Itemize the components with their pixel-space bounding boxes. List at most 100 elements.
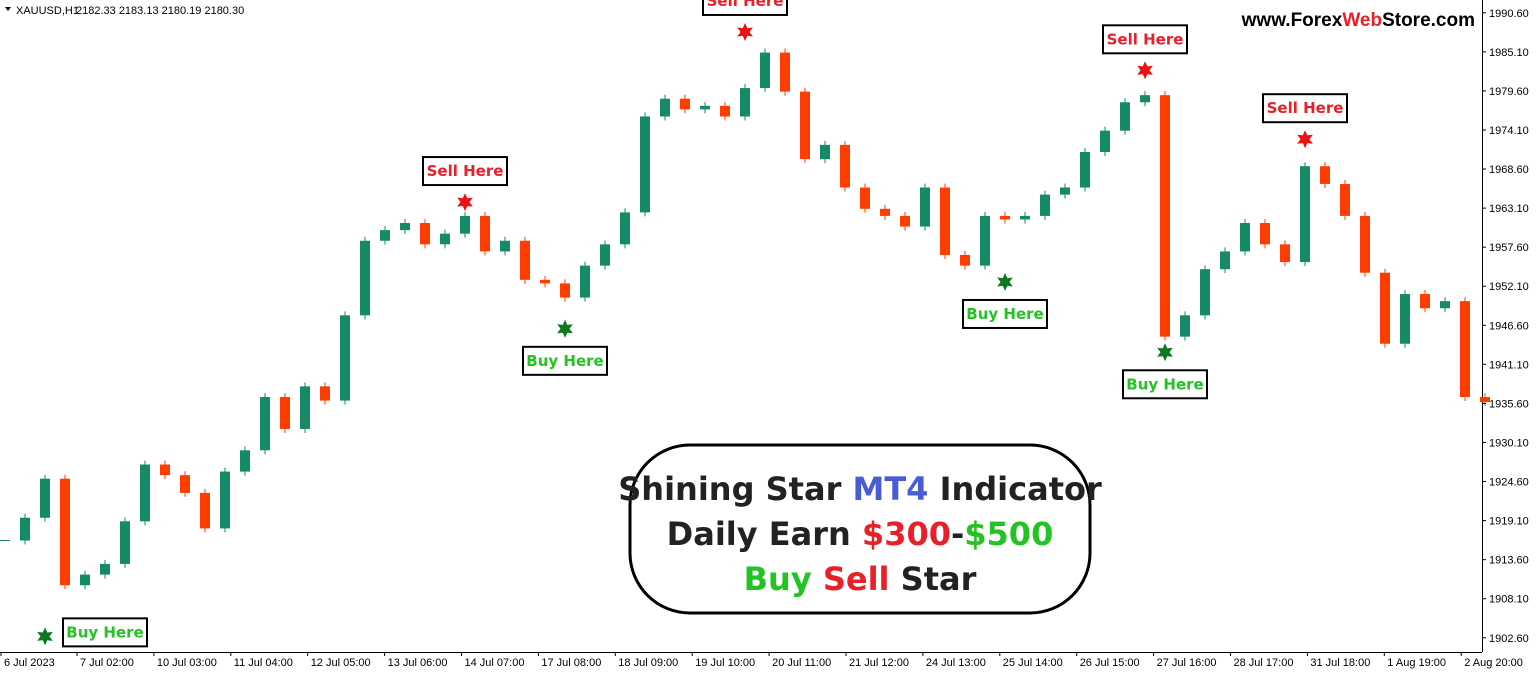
candle [60, 478, 70, 586]
x-tick-label: 1 Aug 19:00 [1387, 657, 1446, 669]
y-tick-label: 1979.60 [1489, 86, 1529, 98]
candle [920, 187, 930, 227]
candle [1400, 294, 1410, 344]
candle [1020, 215, 1030, 220]
signal-box [1102, 24, 1188, 55]
y-tick-label: 1946.60 [1489, 320, 1529, 332]
candle [960, 254, 970, 266]
y-tick-label: 1952.10 [1489, 281, 1529, 293]
headline: Shining Star MT4 Indicator Daily Earn $30… [618, 470, 1102, 598]
x-tick-label: 14 Jul 07:00 [465, 657, 525, 669]
candle [540, 279, 550, 284]
candle [700, 105, 710, 110]
candle [280, 397, 290, 429]
candle [840, 144, 850, 188]
menu-arrow[interactable] [5, 7, 11, 11]
headline-part: $500 [964, 515, 1053, 553]
signal-label: Buy Here [526, 352, 603, 370]
candle [800, 91, 810, 160]
candle [1160, 95, 1170, 337]
signal-box [422, 156, 508, 187]
candle [320, 386, 330, 401]
headline-part: Sell [823, 560, 890, 598]
x-tick-label: 2 Aug 20:00 [1464, 657, 1523, 669]
candle [220, 471, 230, 529]
candle [1320, 166, 1330, 184]
candle [1460, 301, 1470, 398]
candle [1040, 194, 1050, 216]
x-tick-label: 25 Jul 14:00 [1003, 657, 1063, 669]
signal-label: Sell Here [427, 162, 504, 180]
y-tick-label: 1985.10 [1489, 47, 1529, 59]
candle [620, 212, 630, 245]
candle [1240, 223, 1250, 252]
candle [1200, 269, 1210, 316]
candle [20, 517, 30, 541]
y-tick-label: 1908.10 [1489, 594, 1529, 606]
candle [120, 521, 130, 564]
y-tick-label: 1902.60 [1489, 633, 1529, 645]
candle [160, 464, 170, 476]
headline-line: Shining Star MT4 Indicator [618, 470, 1102, 508]
x-tick-label: 12 Jul 05:00 [311, 657, 371, 669]
signal-star [37, 627, 53, 646]
watermark-part: Store.com [1382, 10, 1475, 31]
candle [100, 563, 110, 575]
quote: 2182.33 2183.13 2180.19 2180.30 [76, 5, 244, 17]
candle [780, 52, 790, 92]
headline-line: Daily Earn $300-$500 [667, 515, 1054, 553]
candle [1140, 95, 1150, 103]
headline-part: MT4 [852, 470, 928, 508]
candle [340, 315, 350, 401]
headline-part: Star [890, 560, 977, 598]
candle [1280, 244, 1290, 263]
candle [240, 450, 250, 472]
signal-label: Buy Here [66, 623, 143, 641]
symbol: XAUUSD,H1 [16, 5, 79, 17]
headline-part: $300 [862, 515, 951, 553]
candle [500, 240, 510, 252]
x-tick-label: 19 Jul 10:00 [695, 657, 755, 669]
candle [1480, 397, 1490, 402]
candle [400, 223, 410, 231]
signal-box [962, 298, 1048, 329]
candle [1360, 215, 1370, 273]
signal-star [1157, 343, 1173, 362]
candle [40, 478, 50, 518]
y-tick-label: 1935.60 [1489, 398, 1529, 410]
candle [460, 215, 470, 234]
signal-star [457, 193, 473, 212]
signal-star [1137, 61, 1153, 80]
candle [440, 233, 450, 245]
candle [1420, 294, 1430, 309]
y-tick-label: 1924.60 [1489, 477, 1529, 489]
candle [1380, 272, 1390, 344]
signal-box [702, 0, 788, 16]
y-tick-label: 1913.60 [1489, 555, 1529, 567]
candle [880, 208, 890, 216]
candle [1080, 151, 1090, 188]
headline-part: - [951, 515, 964, 553]
candle [360, 240, 370, 316]
headline-part: Buy [744, 560, 823, 598]
signal-box [522, 345, 608, 376]
candle [200, 492, 210, 529]
watermark-part: Web [1342, 10, 1382, 31]
candle [560, 283, 570, 298]
candle [820, 144, 830, 160]
candle [380, 230, 390, 241]
watermark: www.ForexWebStore.com [1241, 10, 1475, 31]
candle [1180, 315, 1190, 337]
x-tick-label: 6 Jul 2023 [4, 657, 55, 669]
signal-star [737, 23, 753, 41]
candle [140, 464, 150, 522]
signal-box [1262, 93, 1348, 124]
candle [80, 574, 90, 586]
y-tick-label: 1963.10 [1489, 203, 1529, 215]
candle [480, 215, 490, 252]
headline-part: Shining Star [618, 470, 852, 508]
candles [0, 48, 1490, 590]
candle [860, 187, 870, 209]
x-tick-label: 20 Jul 11:00 [772, 657, 831, 669]
